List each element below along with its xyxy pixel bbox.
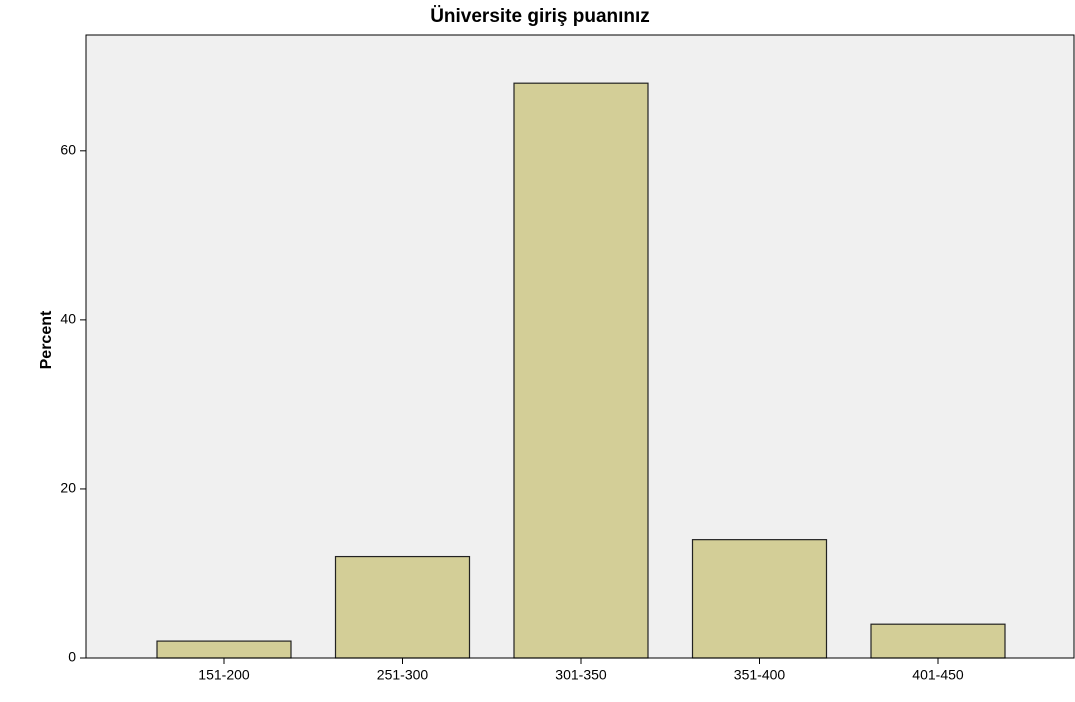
bar xyxy=(513,82,649,659)
x-tick-label: 351-400 xyxy=(734,667,786,683)
y-tick-label: 0 xyxy=(68,649,76,665)
x-tick-label: 401-450 xyxy=(912,667,964,683)
y-tick-label: 60 xyxy=(60,142,76,158)
x-tick-label: 251-300 xyxy=(377,667,429,683)
x-tick-label: 301-350 xyxy=(555,667,607,683)
y-tick-label: 40 xyxy=(60,311,76,327)
bar xyxy=(334,555,471,659)
x-tick-label: 151-200 xyxy=(198,667,250,683)
bar xyxy=(691,539,828,659)
bar xyxy=(870,623,1006,659)
y-tick-label: 20 xyxy=(60,480,76,496)
y-axis-label: Percent xyxy=(38,310,55,369)
chart-title: Üniversite giriş puanınız xyxy=(430,6,650,27)
bar xyxy=(156,640,292,659)
